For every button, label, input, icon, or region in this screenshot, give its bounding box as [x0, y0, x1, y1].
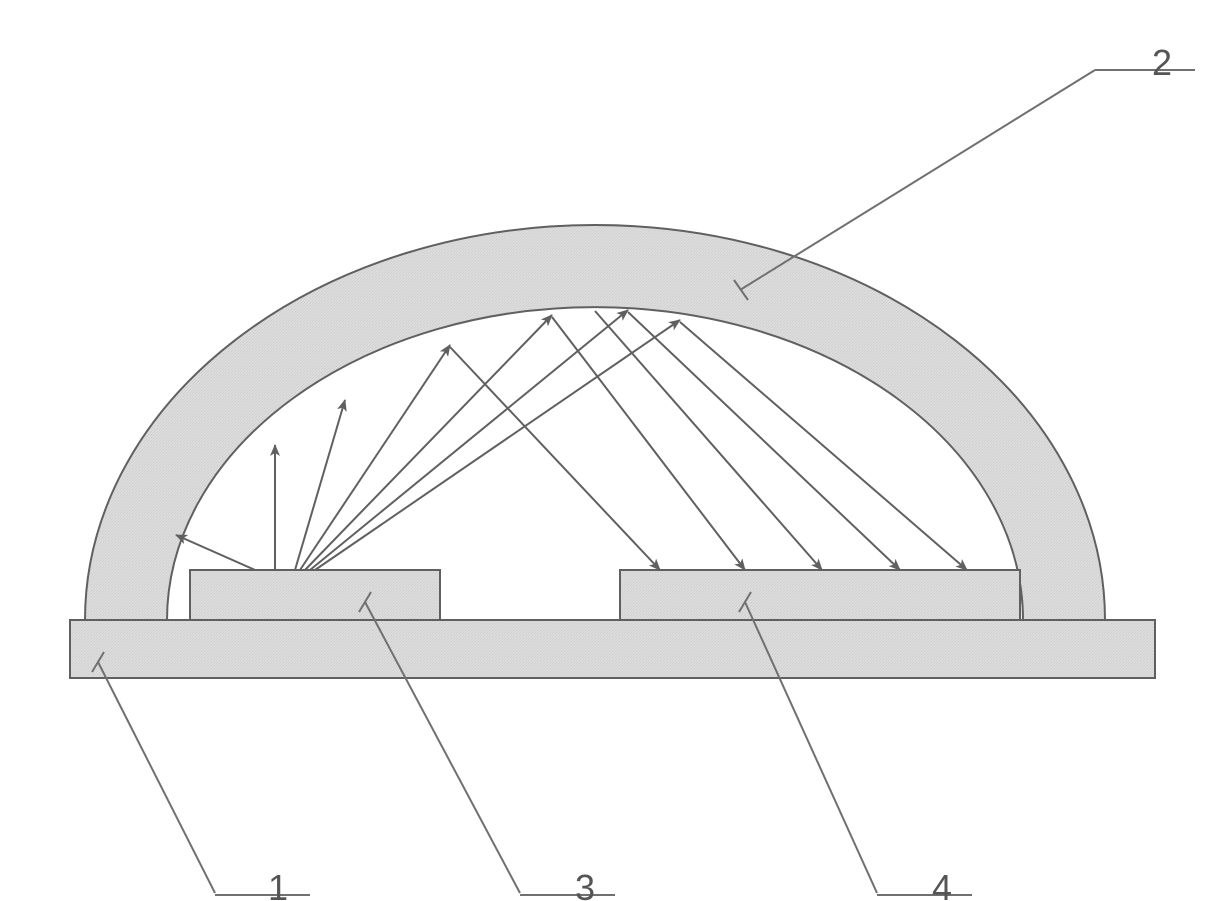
dome-shell — [85, 225, 1105, 620]
ray — [295, 400, 345, 570]
label-text-4: 4 — [932, 867, 952, 901]
emitter-block — [190, 570, 440, 620]
leader-line — [98, 662, 215, 893]
label-text-3: 3 — [575, 867, 595, 901]
ray — [450, 347, 660, 570]
label-text-1: 1 — [268, 867, 288, 901]
label-text-2: 2 — [1152, 42, 1172, 83]
base-slab — [70, 620, 1155, 678]
diagram-canvas: 1 2 3 4 — [0, 0, 1205, 901]
ray — [552, 317, 745, 570]
receiver-block — [620, 570, 1020, 620]
leader-line — [740, 70, 1095, 290]
ray — [176, 535, 255, 570]
ray — [595, 311, 822, 570]
